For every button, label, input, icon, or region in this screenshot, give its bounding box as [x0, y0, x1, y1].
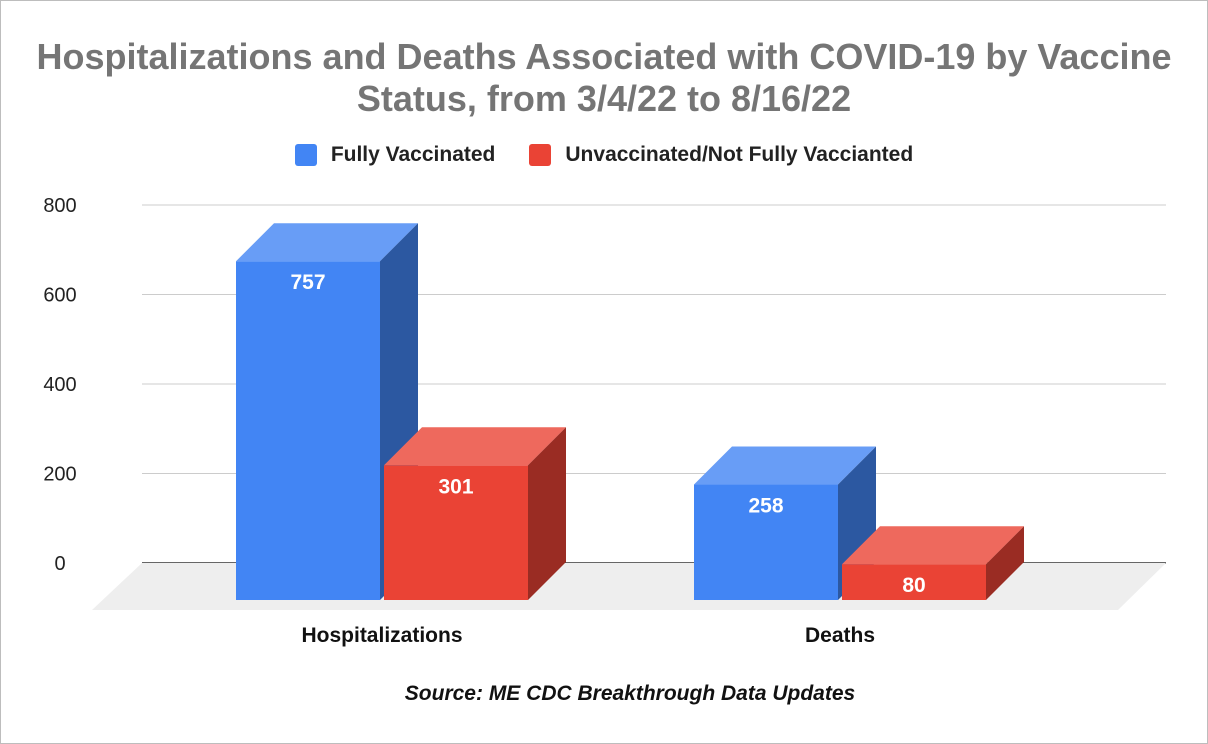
- bar-top-face: [842, 526, 1024, 565]
- y-tick-label-400: 400: [43, 374, 76, 396]
- bar-hospitalizations-unvaccinated[interactable]: [384, 427, 566, 600]
- legend-label-unvaccinated: Unvaccinated/Not Fully Vaccianted: [565, 143, 914, 166]
- legend-swatch-fully-vaccinated: [294, 144, 317, 166]
- bar-side-face: [986, 526, 1024, 600]
- bar-front-face: [694, 484, 838, 600]
- legend-item-fully-vaccinated[interactable]: Fully Vaccinated: [294, 143, 496, 167]
- y-tick-label-200: 200: [43, 464, 76, 486]
- data-label-deaths-unvaccinated: 80: [902, 574, 925, 597]
- data-label-hospitalizations-unvaccinated: 301: [438, 475, 473, 498]
- bar-side-face: [528, 427, 566, 600]
- bar-front-face: [384, 465, 528, 600]
- y-tick-label-0: 0: [54, 553, 65, 575]
- bar-front-face: [236, 261, 380, 600]
- bar-top-face: [694, 446, 876, 485]
- legend-swatch-unvaccinated: [529, 144, 552, 166]
- chart-source-note: Source: ME CDC Breakthrough Data Updates: [404, 682, 856, 705]
- bar-top-face: [384, 427, 566, 466]
- bar-front-face: [842, 564, 986, 600]
- x-category-label-deaths: Deaths: [805, 624, 875, 647]
- x-category-label-hospitalizations: Hospitalizations: [301, 624, 462, 647]
- chart-legend: Fully Vaccinated Unvaccinated/Not Fully …: [0, 143, 1208, 167]
- data-label-deaths-fully-vaccinated: 258: [748, 495, 783, 518]
- data-label-hospitalizations-fully-vaccinated: 757: [290, 271, 325, 294]
- y-tick-label-800: 800: [43, 195, 76, 217]
- legend-label-fully-vaccinated: Fully Vaccinated: [330, 143, 496, 166]
- y-tick-label-600: 600: [43, 285, 76, 307]
- chart-title: Hospitalizations and Deaths Associated w…: [36, 36, 1172, 119]
- bar-deaths-fully-vaccinated[interactable]: [694, 446, 876, 600]
- legend-item-unvaccinated[interactable]: Unvaccinated/Not Fully Vaccianted: [529, 143, 913, 167]
- bar-deaths-unvaccinated[interactable]: [842, 526, 1024, 600]
- bar-top-face: [236, 223, 418, 262]
